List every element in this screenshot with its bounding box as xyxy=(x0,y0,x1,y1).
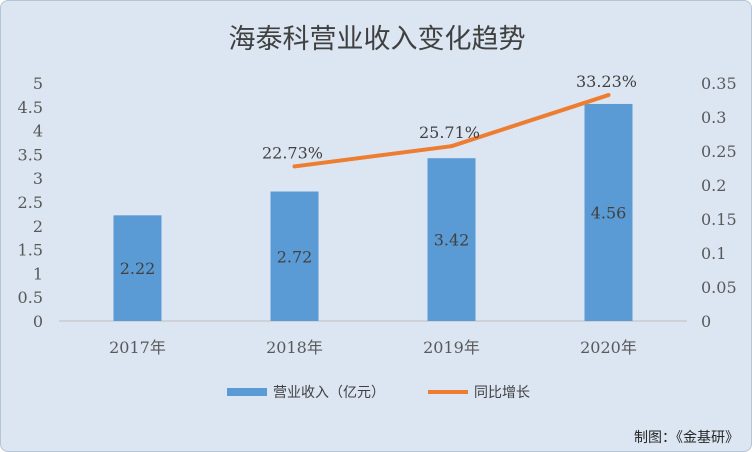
y2-tick-label: 0.1 xyxy=(701,244,726,263)
y-tick-label: 0 xyxy=(33,312,43,331)
growth-point xyxy=(606,93,611,98)
x-tick-label: 2020年 xyxy=(580,338,637,357)
bar-data-label: 2.22 xyxy=(120,259,156,278)
source-label: 制图：《金基研》 xyxy=(634,429,739,446)
y2-tick-label: 0.2 xyxy=(701,176,726,195)
y-tick-label: 3.5 xyxy=(18,145,43,164)
y-tick-label: 4 xyxy=(33,122,43,141)
bar-revenue xyxy=(584,103,633,321)
y-tick-label: 1.5 xyxy=(18,241,43,260)
legend: 营业收入（亿元） 同比增长 xyxy=(227,385,530,401)
line-data-label: 25.71% xyxy=(419,123,480,142)
y2-tick-label: 0 xyxy=(701,312,711,331)
bar-data-label: 3.42 xyxy=(434,231,470,250)
y-tick-label: 2 xyxy=(33,217,43,236)
legend-label-growth: 同比增长 xyxy=(474,385,530,401)
chart-title: 海泰科营业收入变化趋势 xyxy=(229,24,526,55)
y2-tick-label: 0.15 xyxy=(701,210,737,229)
line-data-label: 33.23% xyxy=(576,72,637,91)
y-tick-label: 4.5 xyxy=(18,98,43,117)
y-tick-label: 3 xyxy=(33,169,43,188)
y-tick-label: 2.5 xyxy=(18,193,43,212)
bar-data-label: 4.56 xyxy=(591,203,627,222)
x-tick-label: 2019年 xyxy=(423,338,480,357)
bar-data-label: 2.72 xyxy=(277,247,313,266)
growth-point xyxy=(449,144,454,149)
y2-tick-label: 0.25 xyxy=(701,142,737,161)
line-data-label: 22.73% xyxy=(262,143,323,162)
y-tick-label: 0.5 xyxy=(18,288,43,307)
bar-revenue xyxy=(427,158,476,321)
y2-tick-label: 0.3 xyxy=(701,108,726,127)
growth-point xyxy=(292,164,297,169)
y2-tick-label: 0.35 xyxy=(701,74,737,93)
y-tick-label: 1 xyxy=(33,264,43,283)
y2-tick-label: 0.05 xyxy=(701,278,737,297)
x-tick-label: 2018年 xyxy=(266,338,323,357)
bar-revenue xyxy=(113,215,162,321)
y-tick-label: 5 xyxy=(33,74,43,93)
x-tick-label: 2017年 xyxy=(109,338,166,357)
legend-swatch-revenue xyxy=(227,388,267,396)
legend-label-revenue: 营业收入（亿元） xyxy=(273,385,385,401)
bar-revenue xyxy=(270,191,319,321)
